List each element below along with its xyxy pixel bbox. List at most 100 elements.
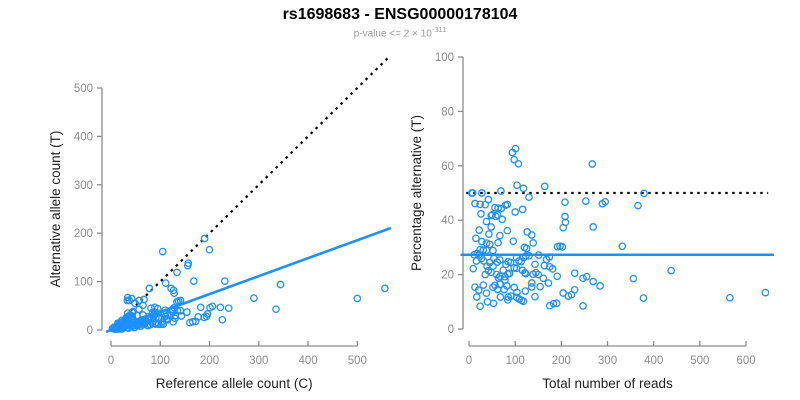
data-point — [184, 259, 193, 268]
x-tick-label: 200 — [200, 355, 219, 367]
data-point — [135, 296, 143, 305]
data-point — [471, 199, 479, 208]
data-point — [487, 223, 496, 231]
data-point — [498, 215, 507, 224]
data-point — [478, 237, 486, 246]
data-point — [521, 269, 530, 278]
data-point — [188, 317, 197, 326]
data-point — [527, 283, 536, 291]
data-points — [467, 144, 770, 311]
data-point — [521, 287, 530, 295]
x-tick-label: 500 — [348, 355, 367, 367]
x-tick-label: 400 — [298, 355, 317, 367]
y-tick-label: 100 — [435, 52, 454, 64]
data-points — [108, 234, 389, 333]
x-axis-title: Total number of reads — [542, 376, 673, 391]
x-tick-label: 0 — [108, 355, 114, 367]
data-point — [634, 201, 642, 210]
data-point — [523, 228, 532, 236]
data-point — [531, 260, 539, 269]
x-tick-label: 100 — [506, 355, 525, 367]
pvalue-exponent: -311 — [431, 25, 447, 34]
data-point — [472, 234, 480, 243]
data-point — [514, 159, 523, 168]
data-point — [509, 237, 518, 246]
data-point — [726, 293, 734, 302]
data-point — [570, 269, 579, 278]
x-tick-label: 100 — [151, 355, 170, 367]
data-point — [527, 231, 536, 239]
data-point — [536, 282, 544, 291]
data-point — [496, 293, 505, 301]
data-point — [173, 306, 182, 315]
x-axis-title: Reference allele count (C) — [156, 376, 313, 391]
data-point — [144, 321, 152, 330]
identity-line-y-equals-x — [110, 56, 390, 331]
data-point — [567, 290, 576, 299]
data-point — [135, 305, 143, 314]
data-point — [153, 309, 162, 317]
data-point — [489, 299, 498, 308]
data-point — [503, 226, 512, 235]
data-point — [548, 265, 557, 273]
data-point — [469, 264, 478, 273]
data-point — [487, 211, 496, 220]
x-tick-label: 500 — [690, 355, 709, 367]
data-point — [525, 193, 533, 202]
data-point — [488, 210, 496, 219]
data-point — [525, 251, 533, 260]
data-point — [489, 283, 497, 292]
data-point — [145, 284, 154, 293]
data-point — [202, 312, 211, 321]
data-point — [381, 284, 389, 293]
data-point — [559, 223, 568, 232]
y-axis-title: Percentage alternative (T) — [409, 115, 424, 271]
data-point — [511, 144, 520, 153]
x-tick-label: 300 — [249, 355, 268, 367]
data-point — [485, 230, 493, 238]
data-point — [496, 272, 504, 281]
data-point — [151, 319, 160, 328]
data-point — [161, 306, 170, 315]
y-tick-label: 60 — [441, 161, 454, 173]
data-point — [540, 182, 549, 191]
x-tick-label: 200 — [552, 355, 571, 367]
data-point — [161, 279, 170, 287]
allele-counts-scatter: 0 100 200 300 400 500 0 100 200 300 400 500 Referenc… — [48, 56, 392, 391]
x-tick-label: 600 — [736, 355, 755, 367]
data-point — [158, 247, 167, 256]
data-point — [177, 312, 186, 320]
data-point — [484, 195, 493, 204]
data-point — [481, 270, 490, 279]
data-point — [474, 286, 483, 294]
x-tick-label: 300 — [598, 355, 617, 367]
data-point — [640, 189, 648, 198]
data-point — [503, 296, 512, 304]
data-point — [497, 187, 505, 195]
data-point — [114, 325, 123, 333]
data-point — [478, 189, 486, 197]
data-point — [545, 301, 554, 310]
data-point — [472, 293, 481, 301]
data-point — [123, 320, 132, 329]
data-point — [200, 234, 209, 243]
data-point — [173, 268, 181, 277]
figure-subtitle: p-value <= 2 × 10-311 — [0, 25, 800, 39]
data-point — [467, 189, 476, 197]
data-point — [136, 322, 145, 330]
data-point — [166, 311, 174, 320]
percentage-alternative-scatter: 0 20 40 60 80 100 0 100 200 300 400 500 600 Total num… — [409, 52, 775, 391]
data-point — [582, 272, 591, 281]
data-point — [553, 272, 562, 281]
data-point — [521, 268, 529, 277]
data-point — [589, 277, 598, 286]
data-point — [479, 246, 488, 254]
data-point — [534, 251, 543, 259]
data-point — [540, 261, 549, 270]
y-axis-title: Alternative allele count (T) — [48, 131, 63, 288]
data-point — [494, 238, 502, 247]
data-point — [475, 226, 484, 234]
data-point — [589, 223, 598, 231]
data-point — [491, 212, 500, 221]
